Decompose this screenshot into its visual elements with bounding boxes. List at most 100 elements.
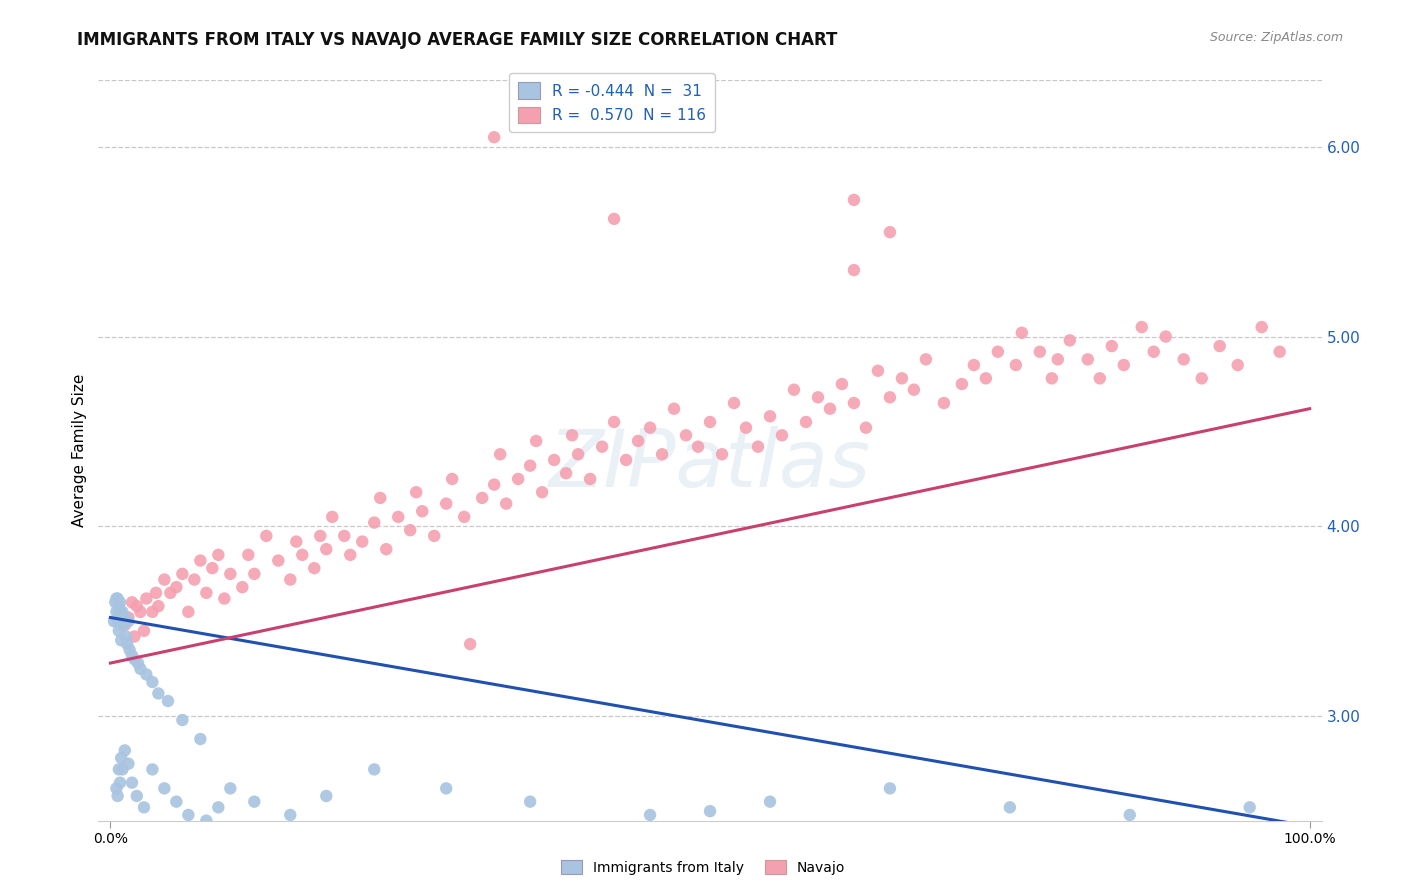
Point xyxy=(108,595,131,609)
Point xyxy=(770,428,793,442)
Point xyxy=(156,694,179,708)
Point xyxy=(188,553,211,567)
Point xyxy=(831,377,853,392)
Point xyxy=(567,447,589,461)
Legend: R = -0.444  N =  31, R =  0.570  N = 116: R = -0.444 N = 31, R = 0.570 N = 116 xyxy=(509,73,716,132)
Text: ZIPatlas: ZIPatlas xyxy=(548,426,872,504)
Point xyxy=(855,420,877,434)
Point xyxy=(1059,334,1081,348)
Point xyxy=(124,652,146,666)
Point xyxy=(842,396,865,410)
Point xyxy=(1119,808,1142,822)
Point xyxy=(117,756,139,771)
Point xyxy=(489,447,512,461)
Point xyxy=(363,516,385,530)
Point xyxy=(127,656,149,670)
Point xyxy=(315,789,337,803)
Point xyxy=(108,775,131,789)
Point xyxy=(291,548,314,562)
Legend: Immigrants from Italy, Navajo: Immigrants from Italy, Navajo xyxy=(555,855,851,880)
Point xyxy=(159,586,181,600)
Point xyxy=(105,591,128,606)
Point xyxy=(135,667,157,681)
Point xyxy=(638,808,661,822)
Point xyxy=(207,548,229,562)
Point xyxy=(482,130,505,145)
Point xyxy=(172,713,194,727)
Point xyxy=(243,566,266,581)
Point xyxy=(111,605,134,619)
Point xyxy=(651,447,673,461)
Point xyxy=(1130,320,1153,334)
Point xyxy=(561,428,583,442)
Point xyxy=(519,795,541,809)
Point xyxy=(321,509,343,524)
Point xyxy=(405,485,427,500)
Point xyxy=(890,371,912,385)
Point xyxy=(794,415,817,429)
Point xyxy=(1226,358,1249,372)
Point xyxy=(278,808,301,822)
Point xyxy=(783,383,806,397)
Point xyxy=(107,615,129,629)
Point xyxy=(105,781,128,796)
Point xyxy=(531,485,554,500)
Point xyxy=(807,390,830,404)
Point xyxy=(555,467,578,481)
Point xyxy=(121,595,143,609)
Point xyxy=(453,509,475,524)
Text: Source: ZipAtlas.com: Source: ZipAtlas.com xyxy=(1209,31,1343,45)
Point xyxy=(124,630,146,644)
Point xyxy=(153,573,176,587)
Point xyxy=(145,586,167,600)
Point xyxy=(1208,339,1232,353)
Point xyxy=(423,529,446,543)
Point xyxy=(1173,352,1195,367)
Point xyxy=(195,586,218,600)
Point xyxy=(165,795,187,809)
Point xyxy=(1239,800,1261,814)
Point xyxy=(603,415,626,429)
Y-axis label: Average Family Size: Average Family Size xyxy=(72,374,87,527)
Point xyxy=(110,751,132,765)
Point xyxy=(519,458,541,473)
Point xyxy=(974,371,997,385)
Point xyxy=(368,491,391,505)
Point xyxy=(107,789,129,803)
Point xyxy=(238,548,260,562)
Point xyxy=(543,453,565,467)
Point xyxy=(1250,320,1272,334)
Point xyxy=(219,781,242,796)
Point xyxy=(333,529,356,543)
Point xyxy=(125,599,148,614)
Point xyxy=(183,573,205,587)
Point xyxy=(267,553,290,567)
Point xyxy=(207,800,229,814)
Point xyxy=(987,344,1010,359)
Point xyxy=(579,472,602,486)
Point xyxy=(115,630,138,644)
Point xyxy=(387,509,409,524)
Point xyxy=(278,573,301,587)
Point xyxy=(141,763,163,777)
Point xyxy=(129,605,152,619)
Point xyxy=(121,775,143,789)
Point xyxy=(141,675,163,690)
Point xyxy=(304,561,326,575)
Point xyxy=(188,731,211,746)
Point xyxy=(998,800,1021,814)
Point xyxy=(723,396,745,410)
Point xyxy=(117,610,139,624)
Point xyxy=(1040,371,1063,385)
Point xyxy=(495,497,517,511)
Point xyxy=(1112,358,1135,372)
Point xyxy=(141,605,163,619)
Point xyxy=(441,472,464,486)
Point xyxy=(219,566,242,581)
Point xyxy=(1154,329,1177,343)
Point xyxy=(711,447,734,461)
Point xyxy=(699,804,721,818)
Point xyxy=(103,615,125,629)
Point xyxy=(842,263,865,277)
Point xyxy=(104,595,127,609)
